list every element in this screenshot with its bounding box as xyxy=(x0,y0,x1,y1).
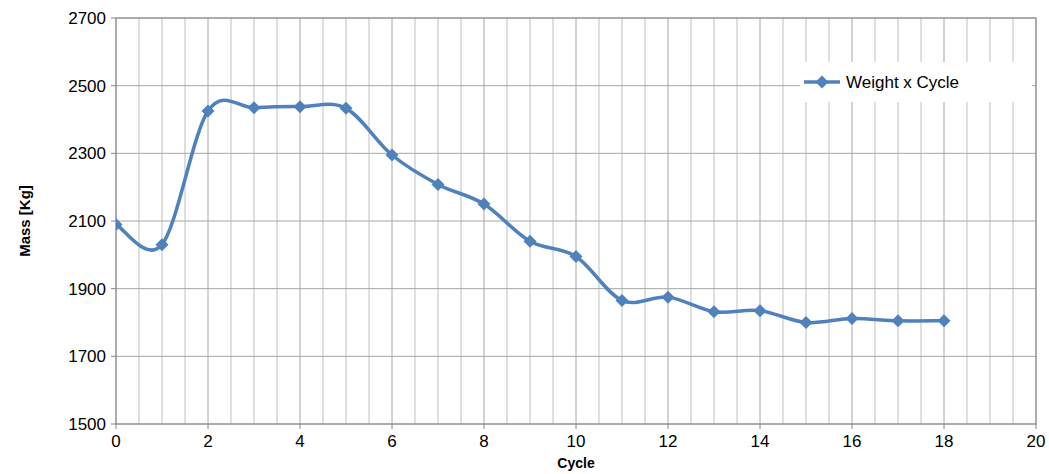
tick-label: 1500 xyxy=(68,415,106,434)
tick-mark xyxy=(944,424,945,429)
marker xyxy=(892,314,905,327)
tick-mark xyxy=(208,424,209,429)
tick-mark xyxy=(111,18,116,19)
tick-mark xyxy=(1036,424,1037,429)
marker xyxy=(800,316,813,329)
ticks: 1500 1700 1900 2100 2300 2500 2700 0 2 4 6 8 10 12 14 1… xyxy=(68,9,1045,451)
tick-label: 6 xyxy=(387,432,396,451)
tick-mark xyxy=(852,424,853,429)
tick-label: 4 xyxy=(295,432,304,451)
legend-marker xyxy=(816,76,829,89)
marker xyxy=(340,102,353,115)
marker xyxy=(938,314,951,327)
tick-mark xyxy=(392,424,393,429)
tick-label: 2 xyxy=(203,432,212,451)
marker xyxy=(524,235,537,248)
tick-label: 20 xyxy=(1027,432,1046,451)
marker xyxy=(202,105,215,118)
marker xyxy=(570,250,583,263)
tick-mark xyxy=(300,424,301,429)
marker xyxy=(116,218,123,231)
tick-mark xyxy=(760,424,761,429)
tick-label: 2300 xyxy=(68,144,106,163)
grid xyxy=(116,18,1036,424)
marker xyxy=(386,149,399,162)
grid-line xyxy=(116,288,1036,289)
tick-label: 12 xyxy=(659,432,678,451)
tick-label: 10 xyxy=(567,432,586,451)
chart: 1500 1700 1900 2100 2300 2500 2700 0 2 4 6 8 10 12 14 1… xyxy=(0,0,1049,474)
marker xyxy=(708,305,721,318)
data-group xyxy=(116,100,951,329)
grid-line xyxy=(116,153,1036,154)
x-axis-label: Cycle xyxy=(557,455,595,471)
tick-label: 16 xyxy=(843,432,862,451)
legend: Weight x Cycle xyxy=(800,62,1032,102)
tick-mark xyxy=(111,85,116,86)
tick-mark xyxy=(111,153,116,154)
marker xyxy=(294,100,307,113)
tick-mark xyxy=(111,221,116,222)
marker xyxy=(432,178,445,191)
marker xyxy=(662,291,675,304)
marker xyxy=(156,238,169,251)
marker xyxy=(846,312,859,325)
chart-svg: 1500 1700 1900 2100 2300 2500 2700 0 2 4 6 8 10 12 14 1… xyxy=(0,0,1049,474)
marker xyxy=(754,304,767,317)
tick-label: 18 xyxy=(935,432,954,451)
tick-label: 2700 xyxy=(68,9,106,28)
tick-mark xyxy=(484,424,485,429)
marker xyxy=(616,294,629,307)
tick-mark xyxy=(111,424,116,425)
tick-label: 14 xyxy=(751,432,770,451)
y-axis-label: Mass [Kg] xyxy=(16,185,33,257)
tick-label: 2100 xyxy=(68,212,106,231)
marker xyxy=(248,101,261,114)
grid-line xyxy=(116,356,1036,357)
tick-mark xyxy=(111,288,116,289)
tick-label: 8 xyxy=(479,432,488,451)
series-line xyxy=(116,100,944,323)
tick-label: 1900 xyxy=(68,280,106,299)
tick-mark xyxy=(111,356,116,357)
tick-mark xyxy=(576,424,577,429)
plot-frame xyxy=(116,18,1036,424)
tick-label: 1700 xyxy=(68,347,106,366)
tick-label: 0 xyxy=(111,432,120,451)
legend-box xyxy=(800,62,1032,102)
marker xyxy=(478,198,491,211)
tick-mark xyxy=(116,424,117,429)
grid-line xyxy=(116,221,1036,222)
tick-label: 2500 xyxy=(68,77,106,96)
legend-label: Weight x Cycle xyxy=(846,73,959,92)
tick-mark xyxy=(668,424,669,429)
